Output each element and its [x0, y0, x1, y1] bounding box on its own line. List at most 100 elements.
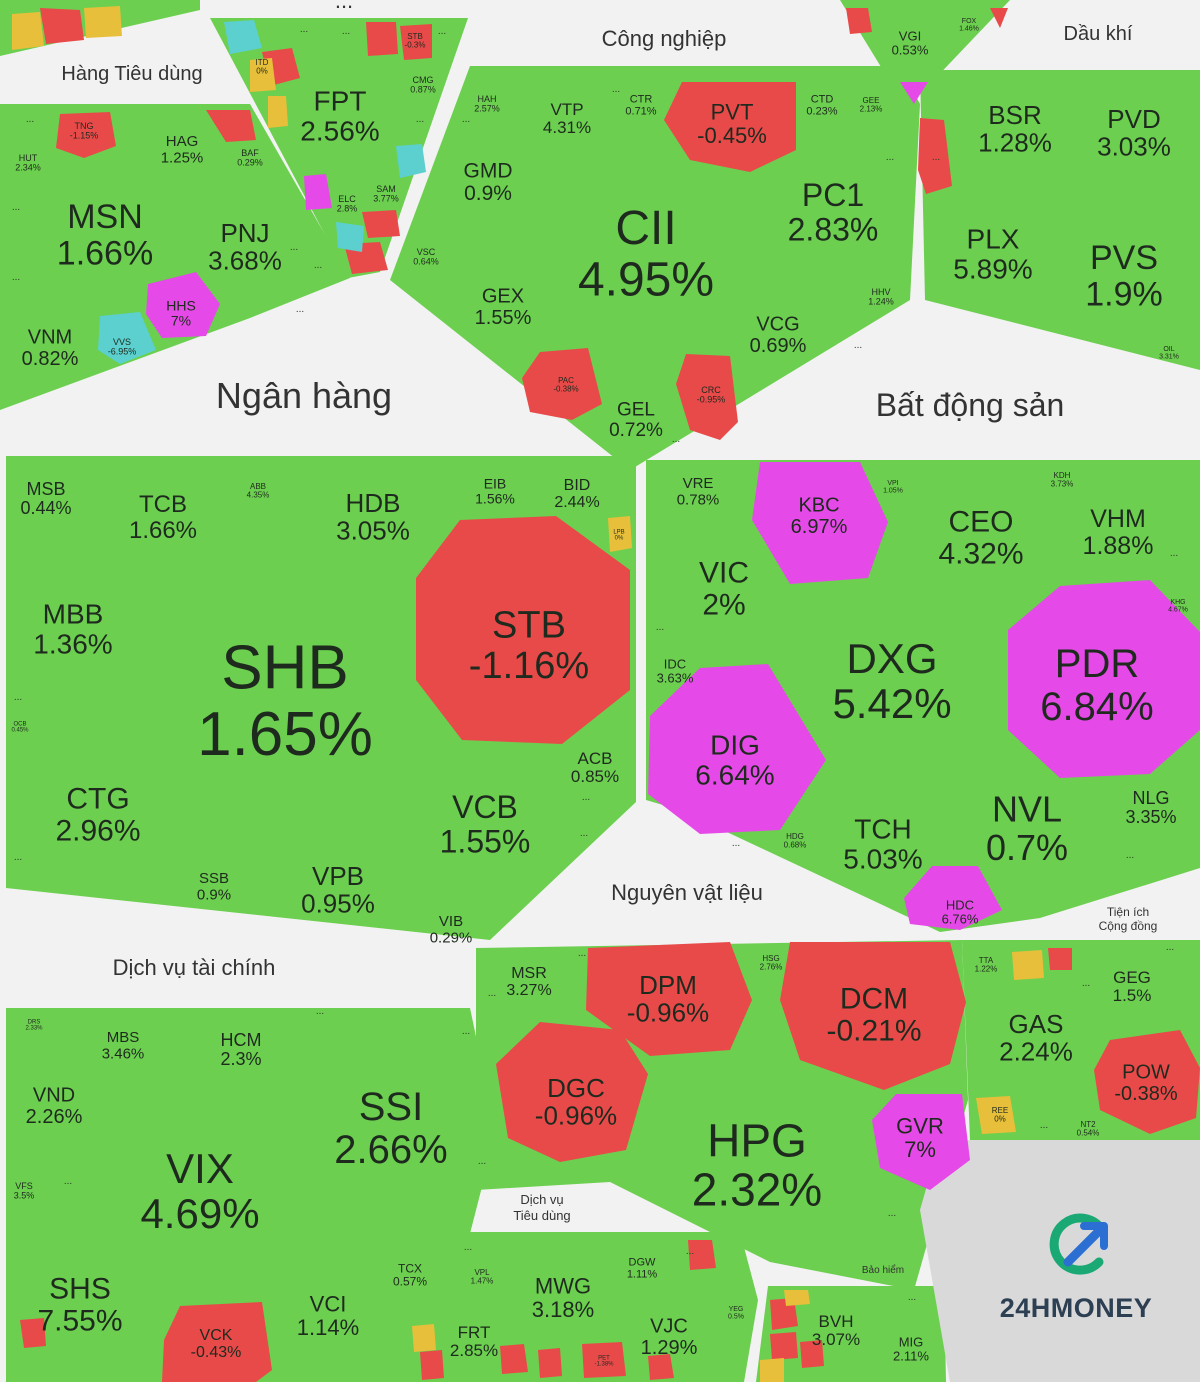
ticker-cell-bsr[interactable]: BSR 1.28%	[978, 100, 1052, 158]
ticker-cell-hdb[interactable]: HDB 3.05%	[336, 488, 410, 546]
ticker-cell-vnm[interactable]: VNM 0.82%	[22, 327, 79, 370]
ticker-cell-sam[interactable]: SAM 3.77%	[373, 184, 399, 204]
ticker-cell-ctr[interactable]: CTR 0.71%	[625, 94, 656, 118]
ticker-cell-pac[interactable]: PAC -0.38%	[553, 376, 578, 394]
ticker-cell-ceo[interactable]: CEO 4.32%	[938, 505, 1023, 570]
ticker-cell-plx[interactable]: PLX 5.89%	[953, 224, 1032, 285]
ticker-cell-ssb[interactable]: SSB 0.9%	[197, 870, 231, 903]
ticker-cell-gex[interactable]: GEX 1.55%	[475, 286, 532, 329]
ticker-cell-geg[interactable]: GEG 1.5%	[1113, 968, 1152, 1005]
ticker-cell-vib[interactable]: VIB 0.29%	[430, 913, 473, 946]
ticker-cell-idc[interactable]: IDC 3.63%	[657, 656, 694, 685]
ticker-cell-khg[interactable]: KHG 4.67%	[1168, 599, 1188, 613]
ticker-cell-gas[interactable]: GAS 2.24%	[999, 1009, 1073, 1067]
ticker-cell-vck[interactable]: VCK -0.43%	[191, 1327, 242, 1361]
ticker-cell-tta[interactable]: TTA 1.22%	[975, 956, 998, 974]
ticker-cell-elc[interactable]: ELC 2.8%	[337, 194, 358, 214]
ticker-cell-mwg[interactable]: MWG 3.18%	[532, 1273, 594, 1322]
ticker-cell-nvl[interactable]: NVL 0.7%	[986, 789, 1068, 869]
ticker-cell-msr[interactable]: MSR 3.27%	[506, 965, 551, 999]
ticker-cell-kbc[interactable]: KBC 6.97%	[791, 495, 848, 538]
ticker-cell-frt[interactable]: FRT 2.85%	[450, 1323, 498, 1360]
ticker-cell-vpb[interactable]: VPB 0.95%	[301, 861, 375, 919]
ticker-cell-vfs[interactable]: VFS 3.5%	[14, 1181, 35, 1201]
ticker-cell-vhm[interactable]: VHM 1.88%	[1083, 505, 1154, 560]
ticker-cell-tcx[interactable]: TCX 0.57%	[393, 1262, 427, 1289]
ticker-cell-gel[interactable]: GEL 0.72%	[609, 400, 663, 441]
ticker-cell-stb[interactable]: STB -1.16%	[469, 604, 589, 687]
ticker-cell-hut[interactable]: HUT 2.34%	[15, 153, 41, 173]
ticker-cell-yeg[interactable]: YEG 0.5%	[728, 1306, 744, 1320]
ticker-cell-pdr[interactable]: PDR 6.84%	[1040, 642, 1153, 729]
ticker-cell-ctd[interactable]: CTD 0.23%	[806, 94, 837, 118]
ticker-cell-dig[interactable]: DIG 6.64%	[695, 730, 774, 791]
ticker-cell-bvh[interactable]: BVH 3.07%	[812, 1312, 860, 1349]
ticker-cell-mig[interactable]: MIG 2.11%	[893, 1334, 929, 1363]
ticker-cell-itd[interactable]: ITD 0%	[256, 58, 269, 76]
ticker-cell-ree[interactable]: REE 0%	[992, 1106, 1008, 1124]
ticker-cell-pvs[interactable]: PVS 1.9%	[1085, 239, 1163, 313]
ticker-cell-pnj[interactable]: PNJ 3.68%	[208, 218, 282, 276]
ticker-cell-hcm[interactable]: HCM 2.3%	[220, 1030, 261, 1069]
ticker-cell-vjc[interactable]: VJC 1.29%	[641, 1316, 698, 1359]
ticker-cell-lpb[interactable]: LPB 0%	[613, 529, 624, 541]
ticker-cell-hah[interactable]: HAH 2.57%	[474, 94, 500, 114]
ticker-cell-bid[interactable]: BID 2.44%	[554, 477, 599, 511]
ticker-cell-shs[interactable]: SHS 7.55%	[37, 1272, 122, 1337]
ticker-cell-vcb[interactable]: VCB 1.55%	[440, 789, 531, 859]
ticker-cell-vix[interactable]: VIX 4.69%	[140, 1145, 259, 1237]
ticker-cell-vgi[interactable]: VGI 0.53%	[892, 28, 929, 57]
ticker-cell-dxg[interactable]: DXG 5.42%	[832, 635, 951, 727]
ticker-cell-tcb[interactable]: TCB 1.66%	[129, 491, 197, 544]
ticker-cell-dpm[interactable]: DPM -0.96%	[627, 970, 709, 1028]
ticker-cell-vcg[interactable]: VCG 0.69%	[750, 314, 807, 357]
ticker-cell-pvt[interactable]: PVT -0.45%	[697, 99, 767, 148]
ticker-cell-fox[interactable]: FOX 1.46%	[959, 18, 979, 32]
ticker-cell-drs[interactable]: DRS 2.33%	[25, 1019, 43, 1031]
ticker-cell-acb[interactable]: ACB 0.85%	[571, 749, 619, 786]
ticker-cell-vic[interactable]: VIC 2%	[699, 556, 749, 621]
ticker-cell-gee[interactable]: GEE 2.13%	[860, 96, 883, 114]
ticker-cell-gmd[interactable]: GMD 0.9%	[464, 159, 513, 204]
ticker-cell-cii[interactable]: CII 4.95%	[578, 202, 714, 306]
ticker-cell-gvr[interactable]: GVR 7%	[896, 1113, 944, 1162]
ticker-cell-vtp[interactable]: VTP 4.31%	[543, 100, 591, 137]
ticker-cell-abb[interactable]: ABB 4.35%	[247, 482, 270, 500]
ticker-cell-ocb[interactable]: OCB 0.45%	[11, 721, 29, 733]
ticker-cell-nlg[interactable]: NLG 3.35%	[1125, 788, 1176, 827]
ticker-cell-baf[interactable]: BAF 0.29%	[237, 148, 263, 168]
ticker-cell-dcm[interactable]: DCM -0.21%	[826, 982, 921, 1047]
ticker-cell-vci[interactable]: VCI 1.14%	[297, 1291, 359, 1340]
ticker-cell-pow[interactable]: POW -0.38%	[1114, 1062, 1178, 1105]
ticker-cell-tch[interactable]: TCH 5.03%	[843, 814, 922, 875]
ticker-cell-ctg[interactable]: CTG 2.96%	[55, 782, 140, 847]
ticker-cell-msb[interactable]: MSB 0.44%	[20, 479, 71, 518]
ticker-cell-vpl[interactable]: VPL 1.47%	[471, 1268, 494, 1286]
ticker-cell-oil[interactable]: OIL 3.31%	[1159, 346, 1179, 360]
ticker-cell-hhs[interactable]: HHS 7%	[166, 297, 196, 328]
ticker-cell-vpi[interactable]: VPI 1.05%	[883, 480, 903, 494]
ticker-cell-hsg[interactable]: HSG 2.76%	[760, 954, 783, 972]
ticker-cell-vre[interactable]: VRE 0.78%	[677, 475, 720, 508]
ticker-cell-hdg[interactable]: HDG 0.68%	[784, 832, 807, 850]
ticker-cell-hpg[interactable]: HPG 2.32%	[692, 1114, 822, 1215]
ticker-cell-hag[interactable]: HAG 1.25%	[161, 133, 204, 166]
ticker-cell-vsc[interactable]: VSC 0.64%	[413, 247, 439, 267]
ticker-cell-pc1[interactable]: PC1 2.83%	[788, 177, 879, 247]
ticker-cell-mbb[interactable]: MBB 1.36%	[33, 599, 112, 660]
ticker-cell-eib[interactable]: EIB 1.56%	[475, 475, 515, 506]
ticker-cell-dgw[interactable]: DGW 1.11%	[627, 1257, 658, 1281]
ticker-cell-vvs[interactable]: VVS -6.95%	[108, 337, 137, 357]
ticker-cell-fpt[interactable]: FPT 2.56%	[300, 86, 379, 147]
ticker-cell-shb[interactable]: SHB 1.65%	[197, 634, 373, 769]
ticker-cell-hhv[interactable]: HHV 1.24%	[868, 287, 894, 307]
ticker-cell-hdc[interactable]: HDC 6.76%	[942, 897, 979, 926]
ticker-cell-stb[interactable]: STB -0.3%	[405, 32, 426, 50]
ticker-cell-mbs[interactable]: MBS 3.46%	[102, 1029, 145, 1062]
ticker-cell-ssi[interactable]: SSI 2.66%	[334, 1085, 447, 1172]
ticker-cell-vnd[interactable]: VND 2.26%	[26, 1085, 83, 1128]
ticker-cell-dgc[interactable]: DGC -0.96%	[535, 1073, 617, 1131]
ticker-cell-kdh[interactable]: KDH 3.73%	[1051, 471, 1074, 489]
ticker-cell-msn[interactable]: MSN 1.66%	[57, 198, 153, 272]
ticker-cell-pvd[interactable]: PVD 3.03%	[1097, 104, 1171, 162]
